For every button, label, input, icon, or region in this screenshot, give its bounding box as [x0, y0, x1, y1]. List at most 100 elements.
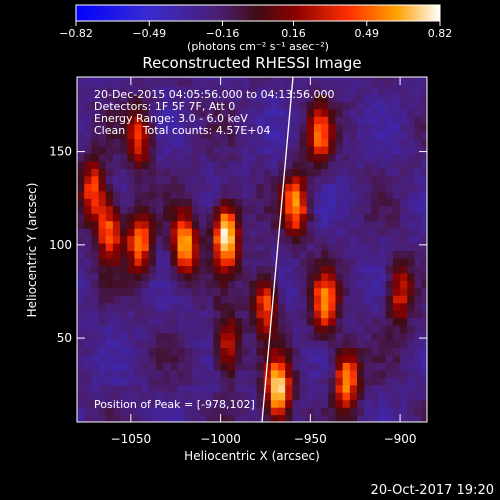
heatmap-cell — [299, 77, 308, 80]
heatmap-cell — [249, 183, 258, 192]
heatmap-cell — [392, 302, 401, 311]
heatmap-cell — [84, 317, 92, 326]
heatmap-cell — [155, 213, 164, 222]
heatmap-cell — [292, 138, 301, 147]
heatmap-cell — [112, 183, 121, 192]
heatmap-cell — [385, 287, 394, 296]
heatmap-cell — [98, 265, 107, 274]
heatmap-cell — [342, 287, 351, 296]
heatmap-cell — [392, 183, 401, 192]
heatmap-cell — [392, 317, 401, 326]
heatmap-cell — [349, 310, 358, 319]
heatmap-cell — [84, 392, 92, 401]
heatmap-cell — [385, 332, 394, 341]
heatmap-cell — [321, 168, 329, 177]
heatmap-cell — [177, 235, 186, 244]
heatmap-cell — [270, 86, 279, 95]
heatmap-cell — [270, 347, 279, 356]
heatmap-cell — [98, 347, 107, 356]
colorbar-tick-label: −0.49 — [132, 27, 166, 40]
heatmap-cell — [321, 123, 329, 132]
heatmap-cell — [292, 242, 301, 252]
heatmap-cell — [371, 146, 380, 155]
heatmap-cell — [392, 101, 401, 110]
heatmap-cell — [84, 198, 92, 207]
heatmap-cell — [400, 205, 408, 214]
heatmap-cell — [199, 392, 207, 401]
heatmap-cell — [177, 325, 186, 334]
heatmap-cell — [392, 280, 401, 289]
heatmap-cell — [342, 407, 351, 416]
heatmap-cell — [278, 325, 286, 334]
heatmap-cell — [256, 86, 265, 95]
heatmap-cell — [256, 280, 265, 289]
heatmap-cell — [148, 317, 157, 326]
heatmap-cell — [163, 399, 171, 408]
heatmap-cell — [98, 384, 107, 393]
heatmap-cell — [342, 153, 351, 162]
heatmap-cell — [270, 362, 279, 371]
heatmap-cell — [364, 235, 372, 244]
heatmap-cell — [206, 339, 215, 349]
heatmap-cell — [306, 108, 315, 117]
heatmap-cell — [342, 347, 351, 356]
heatmap-cell — [91, 93, 100, 102]
heatmap-cell — [242, 131, 250, 140]
heatmap-cell — [357, 250, 365, 259]
heatmap-cell — [234, 213, 243, 222]
heatmap-cell — [306, 392, 315, 401]
heatmap-cell — [342, 198, 351, 207]
heatmap-cell — [256, 250, 265, 259]
heatmap-cell — [364, 325, 372, 334]
heatmap-cell — [213, 399, 222, 408]
heatmap-cell — [170, 242, 179, 252]
heatmap-cell — [400, 116, 408, 125]
heatmap-cell — [371, 295, 380, 304]
heatmap-cell — [378, 116, 387, 125]
heatmap-cell — [177, 131, 186, 140]
heatmap-cell — [112, 168, 121, 177]
heatmap-cell — [392, 265, 401, 274]
heatmap-cell — [199, 146, 207, 155]
heatmap-cell — [364, 339, 372, 349]
heatmap-cell — [184, 220, 193, 229]
heatmap-cell — [378, 93, 387, 102]
heatmap-cell — [414, 78, 423, 87]
heatmap-cell — [299, 317, 308, 326]
heatmap-cell — [134, 242, 143, 252]
heatmap-cell — [127, 287, 136, 296]
heatmap-cell — [256, 317, 265, 326]
heatmap-cell — [385, 220, 394, 229]
heatmap-cell — [206, 325, 215, 334]
heatmap-cell — [141, 265, 150, 274]
heatmap-cell — [155, 347, 164, 356]
heatmap-cell — [249, 392, 258, 401]
heatmap-cell — [256, 138, 265, 147]
heatmap-cell — [306, 146, 315, 155]
heatmap-cell — [321, 108, 329, 117]
heatmap-cell — [77, 414, 85, 422]
heatmap-cell — [105, 77, 114, 80]
heatmap-cell — [77, 384, 85, 393]
heatmap-cell — [421, 198, 427, 207]
heatmap-cell — [112, 77, 121, 80]
y-axis-label: Heliocentric Y (arcsec) — [25, 183, 39, 318]
heatmap-cell — [213, 339, 222, 349]
heatmap-cell — [263, 332, 272, 341]
heatmap-cell — [256, 198, 265, 207]
heatmap-cell — [421, 250, 427, 259]
heatmap-cell — [335, 160, 344, 169]
heatmap-cell — [392, 354, 401, 363]
heatmap-cell — [263, 123, 272, 132]
heatmap-cell — [392, 295, 401, 304]
heatmap-cell — [120, 310, 128, 319]
heatmap-cell — [155, 138, 164, 147]
heatmap-cell — [313, 257, 322, 266]
heatmap-cell — [385, 213, 394, 222]
heatmap-cell — [357, 101, 365, 110]
heatmap-cell — [400, 295, 408, 304]
heatmap-cell — [392, 153, 401, 162]
heatmap-cell — [77, 347, 85, 356]
heatmap-cell — [313, 101, 322, 110]
heatmap-cell — [256, 235, 265, 244]
